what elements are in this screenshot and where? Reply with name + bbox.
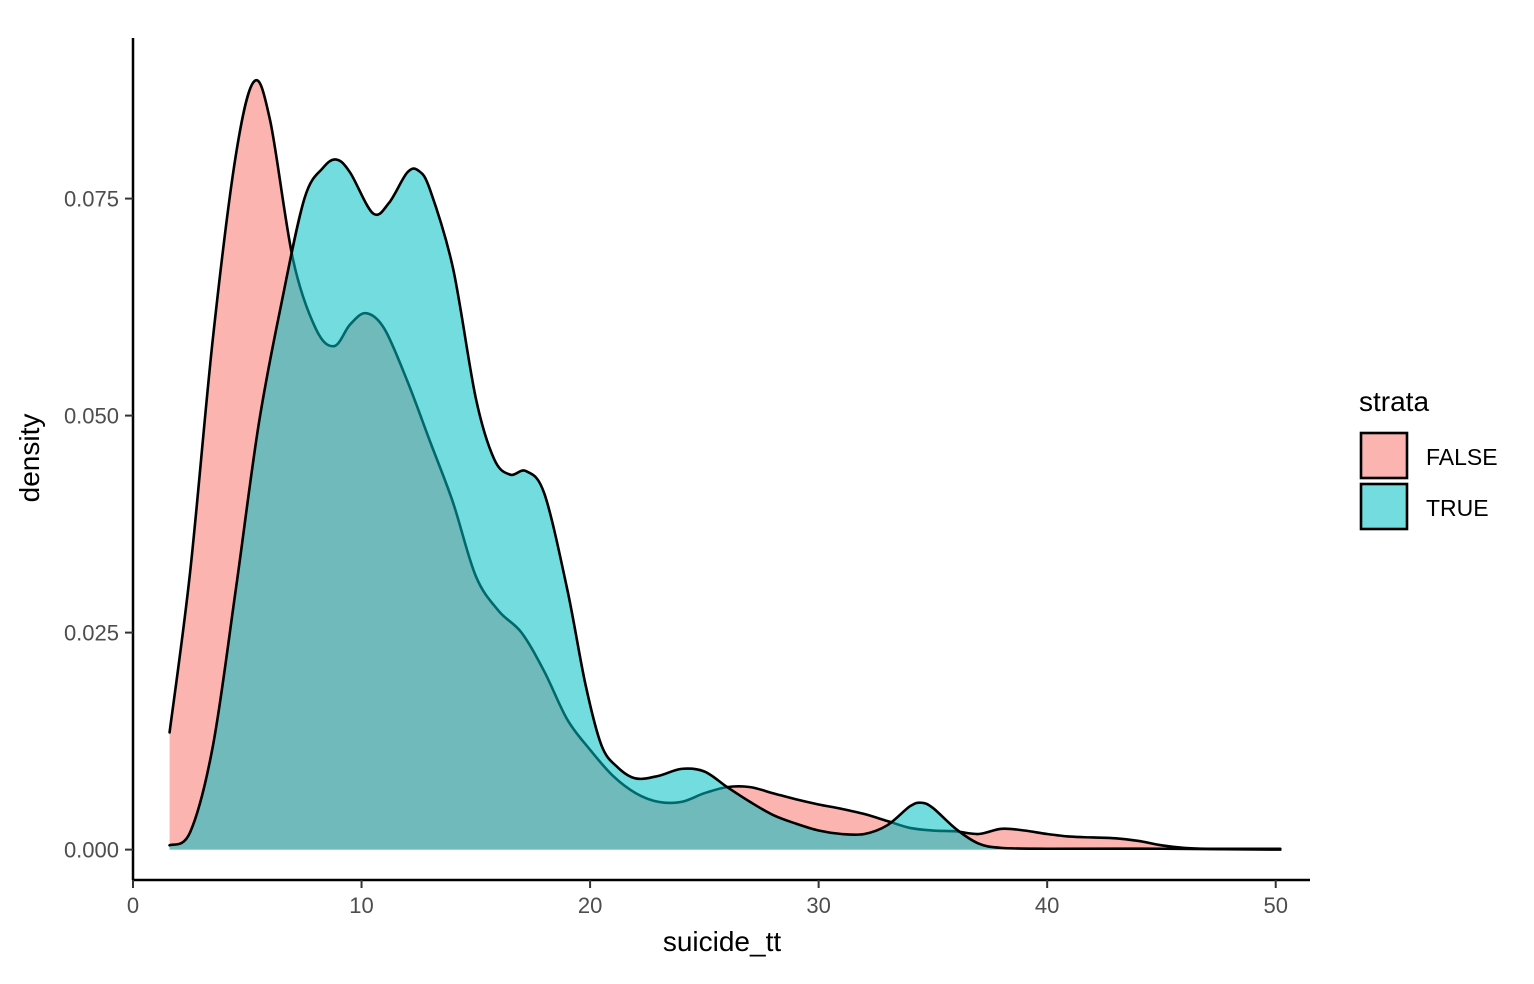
legend: strata FALSE TRUE <box>1359 386 1498 531</box>
legend-label-true: TRUE <box>1426 495 1489 521</box>
y-axis-title: density <box>14 414 45 503</box>
x-axis-ticks: 0 10 20 30 40 50 <box>127 880 1288 918</box>
y-tick-label: 0.000 <box>64 838 119 863</box>
y-axis-ticks: 0.000 0.025 0.050 0.075 <box>64 187 133 863</box>
y-tick-label: 0.025 <box>64 621 119 646</box>
x-tick-label: 50 <box>1263 893 1287 918</box>
x-tick-label: 40 <box>1035 893 1059 918</box>
legend-label-false: FALSE <box>1426 444 1498 470</box>
density-areas <box>168 78 1282 851</box>
x-tick-label: 0 <box>127 893 139 918</box>
y-tick-label: 0.050 <box>64 404 119 429</box>
density-outline-true <box>168 158 1282 851</box>
legend-key-false <box>1359 431 1409 480</box>
x-tick-label: 10 <box>349 893 373 918</box>
x-tick-label: 20 <box>578 893 602 918</box>
legend-title: strata <box>1359 386 1429 417</box>
density-area-true <box>169 159 1281 850</box>
y-tick-label: 0.075 <box>64 187 119 212</box>
x-tick-label: 30 <box>806 893 830 918</box>
axes <box>131 38 1310 882</box>
x-axis-title: suicide_tt <box>663 926 782 957</box>
legend-key-true <box>1359 482 1409 531</box>
